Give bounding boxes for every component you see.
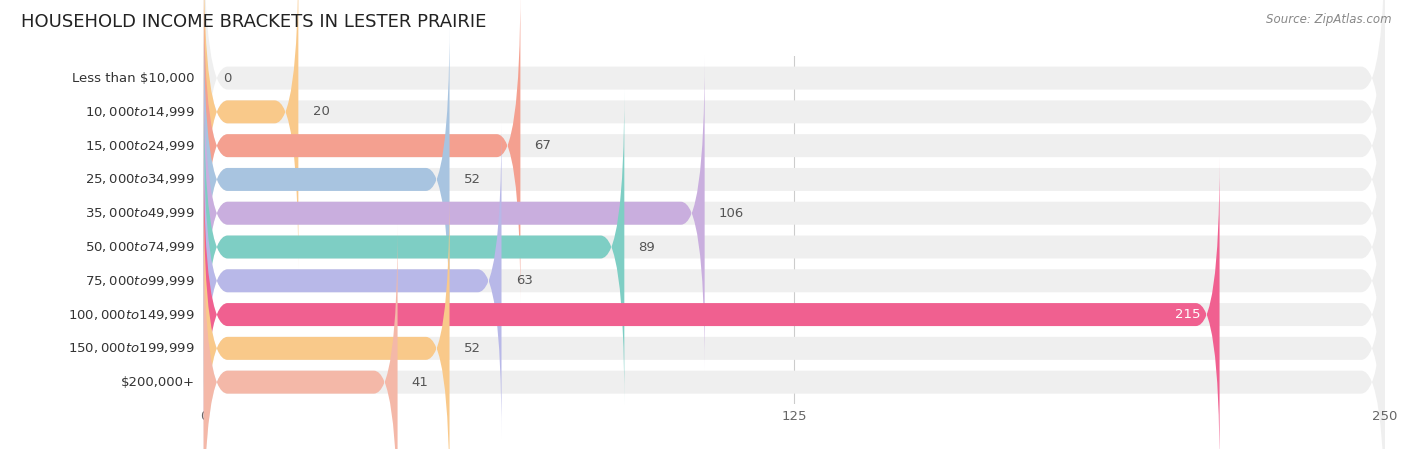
Text: $100,000 to $149,999: $100,000 to $149,999	[67, 308, 194, 321]
Text: $25,000 to $34,999: $25,000 to $34,999	[84, 172, 194, 186]
Text: Less than $10,000: Less than $10,000	[72, 71, 194, 84]
Text: $150,000 to $199,999: $150,000 to $199,999	[67, 341, 194, 355]
FancyBboxPatch shape	[204, 22, 450, 337]
FancyBboxPatch shape	[204, 0, 1385, 303]
Text: 0: 0	[222, 71, 231, 84]
Text: 20: 20	[312, 106, 329, 119]
Text: 106: 106	[718, 207, 744, 220]
FancyBboxPatch shape	[204, 0, 1385, 236]
Text: 89: 89	[638, 241, 655, 254]
FancyBboxPatch shape	[204, 191, 450, 449]
Text: $10,000 to $14,999: $10,000 to $14,999	[84, 105, 194, 119]
FancyBboxPatch shape	[204, 224, 1385, 449]
FancyBboxPatch shape	[204, 56, 704, 371]
Text: 63: 63	[516, 274, 533, 287]
FancyBboxPatch shape	[204, 157, 1385, 449]
Text: $35,000 to $49,999: $35,000 to $49,999	[84, 206, 194, 220]
Text: $50,000 to $74,999: $50,000 to $74,999	[84, 240, 194, 254]
Text: HOUSEHOLD INCOME BRACKETS IN LESTER PRAIRIE: HOUSEHOLD INCOME BRACKETS IN LESTER PRAI…	[21, 13, 486, 31]
FancyBboxPatch shape	[204, 224, 398, 449]
Text: 52: 52	[464, 173, 481, 186]
Text: 41: 41	[412, 376, 429, 389]
FancyBboxPatch shape	[204, 89, 1385, 405]
Text: 215: 215	[1175, 308, 1201, 321]
FancyBboxPatch shape	[204, 0, 1385, 269]
Text: 67: 67	[534, 139, 551, 152]
FancyBboxPatch shape	[204, 89, 624, 405]
Text: $200,000+: $200,000+	[121, 376, 194, 389]
Text: Source: ZipAtlas.com: Source: ZipAtlas.com	[1267, 13, 1392, 26]
FancyBboxPatch shape	[204, 0, 520, 303]
FancyBboxPatch shape	[204, 191, 1385, 449]
Text: $75,000 to $99,999: $75,000 to $99,999	[84, 274, 194, 288]
FancyBboxPatch shape	[204, 0, 298, 269]
FancyBboxPatch shape	[204, 123, 1385, 438]
FancyBboxPatch shape	[204, 22, 1385, 337]
FancyBboxPatch shape	[204, 56, 1385, 371]
FancyBboxPatch shape	[204, 157, 1219, 449]
Text: $15,000 to $24,999: $15,000 to $24,999	[84, 139, 194, 153]
Text: 52: 52	[464, 342, 481, 355]
FancyBboxPatch shape	[204, 123, 502, 438]
